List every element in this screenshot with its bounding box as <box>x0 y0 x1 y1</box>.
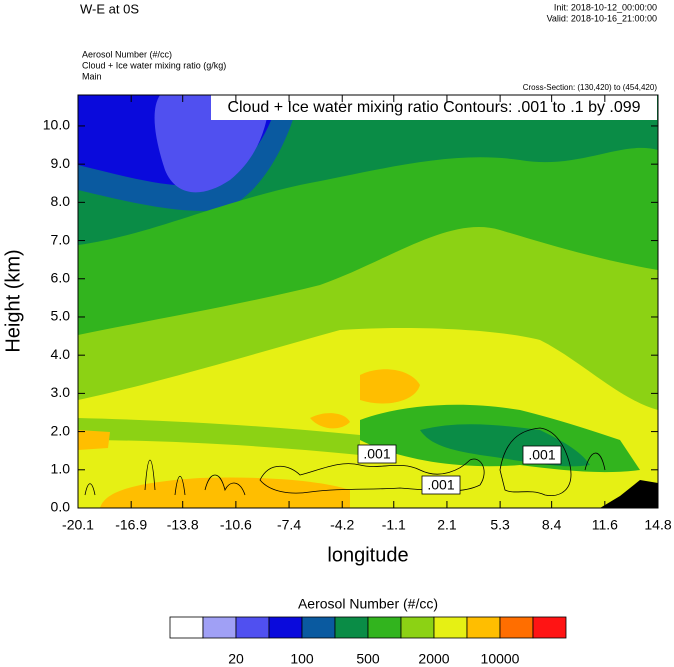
x-axis-label: longitude <box>327 544 408 566</box>
y-tick-label: 10.0 <box>43 117 70 133</box>
field-region <box>310 413 350 429</box>
y-tick-label: 1.0 <box>51 460 71 476</box>
field-region <box>100 477 350 508</box>
field-region <box>78 418 360 455</box>
colorbar-box <box>202 616 237 639</box>
x-tick-label: -1.1 <box>382 517 406 533</box>
y-tick-label: 0.0 <box>51 499 71 515</box>
colorbar-label: 100 <box>290 651 314 667</box>
y-tick-label: 8.0 <box>51 193 71 209</box>
x-tick-label: 5.3 <box>490 517 510 533</box>
init-time: Init: 2018-10-12_00:00:00 <box>554 2 657 12</box>
field-region <box>360 369 420 404</box>
y-tick-label: 3.0 <box>51 384 71 400</box>
x-tick-label: 2.1 <box>437 517 457 533</box>
contour-label: .001 <box>528 447 555 463</box>
contour-label: .001 <box>363 446 390 462</box>
contour-label-group: .001 .001 .001 <box>357 444 562 495</box>
contour-info-box <box>211 95 657 120</box>
y-tick-label: 4.0 <box>51 346 71 362</box>
colorbar-box <box>499 616 534 639</box>
x-tick-label: -7.4 <box>277 517 301 533</box>
plot-frame <box>77 94 659 509</box>
field-label: Cloud + Ice water mixing ratio (g/kg) <box>82 60 226 70</box>
contour-lines <box>84 427 606 496</box>
x-tick-label: -10.6 <box>220 517 252 533</box>
valid-time: Valid: 2018-10-16_21:00:00 <box>547 13 657 23</box>
colorbar-label: 20 <box>228 651 244 667</box>
colorbar-box <box>400 616 435 639</box>
terrain <box>600 480 658 508</box>
colorbar-box <box>235 616 270 639</box>
field-region <box>78 430 110 450</box>
x-tick-label: -20.1 <box>62 517 94 533</box>
colorbar-box <box>268 616 303 639</box>
contour-label: .001 <box>427 477 454 493</box>
contour-label-box <box>357 444 397 464</box>
colorbar-label: 10000 <box>481 651 520 667</box>
contour-label-box <box>522 445 562 465</box>
contour-info: Cloud + Ice water mixing ratio Contours:… <box>227 99 640 116</box>
chart-title: W-E at 0S <box>80 1 139 16</box>
field <box>78 95 658 508</box>
x-tick-label: -4.2 <box>330 517 354 533</box>
cross-section: Cross-Section: (130,420) to (454,420) <box>523 83 658 92</box>
y-axis-label: Height (km) <box>2 249 24 352</box>
x-tick-label: 8.4 <box>542 517 562 533</box>
x-tick-label: -13.8 <box>167 517 199 533</box>
colorbar-label: 2000 <box>418 651 449 667</box>
field-label: Aerosol Number (#/cc) <box>82 49 172 59</box>
colorbar-title: Aerosol Number (#/cc) <box>298 596 438 612</box>
y-tick-label: 5.0 <box>51 308 71 324</box>
colorbar-box <box>532 616 567 639</box>
colorbar-box <box>466 616 501 639</box>
x-tick-label: 11.6 <box>592 517 618 533</box>
colorbar-box <box>301 616 336 639</box>
field-label: Main <box>82 71 102 81</box>
colorbar-box <box>433 616 468 639</box>
y-tick-label: 2.0 <box>51 422 71 438</box>
x-tick-label: 14.8 <box>644 517 671 533</box>
contour-label-box <box>421 475 461 495</box>
y-tick-label: 7.0 <box>51 231 71 247</box>
x-tick-label: -16.9 <box>115 517 147 533</box>
y-tick-label: 9.0 <box>51 155 71 171</box>
y-tick-label: 6.0 <box>51 269 71 285</box>
colorbar-box <box>169 616 204 639</box>
colorbar-box <box>367 616 402 639</box>
colorbar-box <box>334 616 369 639</box>
colorbar-label: 500 <box>356 651 380 667</box>
